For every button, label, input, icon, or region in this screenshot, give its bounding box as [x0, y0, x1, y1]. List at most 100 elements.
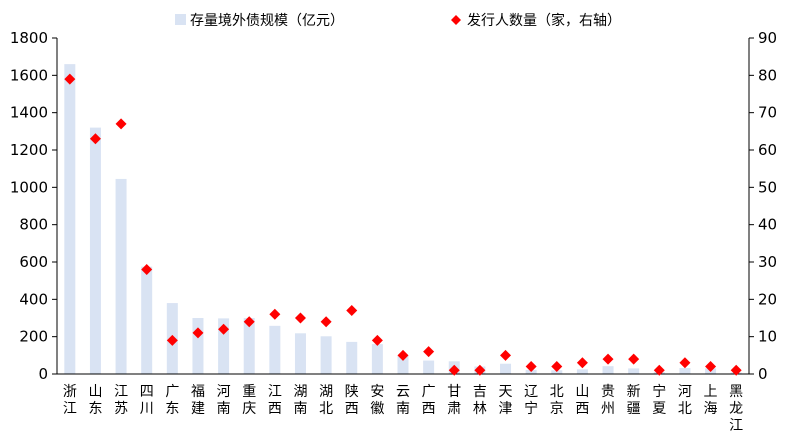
bar: [371, 344, 383, 374]
bar: [141, 266, 153, 374]
right-tick-label: 20: [758, 290, 777, 308]
right-tick-label: 60: [758, 141, 777, 159]
category-label: 江苏: [114, 384, 128, 417]
issuer-marker: [89, 133, 101, 145]
bar: [576, 369, 588, 374]
category-label: 广西: [422, 384, 436, 417]
marker-series: [64, 73, 742, 376]
category-label: 山西: [575, 384, 589, 417]
category-label: 四川: [140, 384, 154, 417]
left-tick-label: 200: [19, 328, 48, 346]
category-label: 湖北: [319, 384, 333, 417]
right-tick-label: 30: [758, 253, 777, 271]
bar: [500, 363, 512, 374]
issuer-marker: [243, 316, 255, 328]
left-axis-ticks: 0 200 400 600 800 1000 1200 1400 1600 1800: [10, 29, 57, 383]
issuer-marker: [320, 316, 332, 328]
right-tick-label: 40: [758, 216, 777, 234]
issuer-marker: [64, 73, 76, 85]
bar: [679, 368, 691, 374]
bar: [192, 318, 204, 374]
left-tick-label: 400: [19, 290, 48, 308]
right-axis-ticks: 0 10 20 30 40 50 60 70 80 90: [749, 29, 777, 383]
bar-series: [64, 64, 742, 374]
category-label: 新疆: [627, 384, 641, 417]
left-tick-label: 0: [38, 365, 48, 383]
category-label: 甘肃: [447, 384, 461, 417]
category-label: 重庆: [242, 384, 256, 417]
issuer-marker: [653, 364, 665, 376]
axes: [56, 38, 750, 375]
legend-marker-swatch: [451, 15, 461, 25]
left-tick-label: 600: [19, 253, 48, 271]
issuer-marker: [730, 364, 742, 376]
issuer-marker: [474, 364, 486, 376]
issuer-marker: [448, 364, 460, 376]
legend: 存量境外债规模（亿元） 发行人数量（家，右轴）: [175, 12, 621, 29]
right-tick-label: 0: [758, 365, 768, 383]
category-label: 云南: [396, 384, 410, 417]
bar: [115, 178, 127, 374]
category-label: 河北: [678, 384, 692, 417]
left-tick-label: 1200: [10, 141, 48, 159]
left-tick-label: 1400: [10, 104, 48, 122]
category-label: 福建: [191, 384, 205, 417]
issuer-marker: [371, 334, 383, 346]
issuer-marker: [192, 327, 204, 339]
issuer-marker: [423, 346, 435, 358]
bar: [269, 325, 281, 374]
category-label: 天津: [499, 384, 513, 417]
issuer-marker: [346, 305, 358, 317]
category-label: 陕西: [345, 384, 359, 417]
issuer-marker: [294, 312, 306, 324]
legend-marker-label: 发行人数量（家，右轴）: [467, 12, 621, 29]
bar: [551, 370, 563, 374]
issuer-marker: [551, 361, 563, 373]
category-label: 北京: [550, 384, 564, 417]
issuer-marker: [602, 353, 614, 365]
bar: [294, 333, 306, 374]
category-label: 安徽: [370, 384, 384, 417]
right-tick-label: 10: [758, 328, 777, 346]
category-label: 宁夏: [652, 383, 666, 417]
issuer-marker: [269, 308, 281, 320]
right-tick-label: 90: [758, 29, 777, 47]
right-tick-label: 80: [758, 66, 777, 84]
category-label: 江西: [268, 384, 282, 417]
issuer-marker: [218, 323, 230, 335]
right-tick-label: 70: [758, 104, 777, 122]
bar: [346, 341, 358, 374]
bar: [243, 318, 255, 374]
category-label: 辽宁: [524, 384, 538, 417]
bar: [89, 127, 101, 374]
bar: [64, 64, 76, 374]
category-labels: 浙江山东江苏四川广东福建河南重庆江西湖南湖北陕西安徽云南广西甘肃吉林天津辽宁北京…: [63, 383, 743, 434]
category-label: 广东: [165, 384, 179, 417]
category-label: 河南: [217, 384, 231, 417]
right-tick-label: 50: [758, 178, 777, 196]
bar: [397, 355, 409, 374]
issuer-marker: [679, 357, 691, 369]
left-tick-label: 1000: [10, 178, 48, 196]
category-label: 上海: [704, 384, 718, 417]
left-tick-label: 1800: [10, 29, 48, 47]
category-label: 浙江: [63, 384, 77, 417]
issuer-marker: [397, 349, 409, 361]
issuer-marker: [166, 334, 178, 346]
issuer-marker: [576, 357, 588, 369]
left-tick-label: 800: [19, 216, 48, 234]
issuer-marker: [141, 263, 153, 275]
left-tick-label: 1600: [10, 66, 48, 84]
category-label: 贵州: [601, 384, 615, 417]
bar: [218, 318, 230, 374]
legend-bar-swatch: [175, 14, 186, 25]
legend-bar-label: 存量境外债规模（亿元）: [190, 13, 344, 29]
bar: [602, 366, 614, 374]
category-label: 吉林: [473, 384, 487, 417]
issuer-marker: [115, 118, 127, 130]
issuer-marker: [628, 353, 640, 365]
bar: [423, 360, 435, 374]
bar: [320, 336, 332, 374]
category-label: 山东: [88, 384, 102, 417]
